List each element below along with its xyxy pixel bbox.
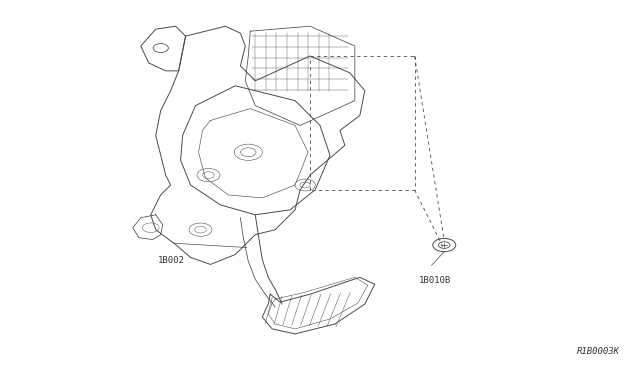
Text: 1B010B: 1B010B <box>419 276 451 285</box>
Text: 1B002: 1B002 <box>157 256 184 265</box>
Text: R1B0003K: R1B0003K <box>577 347 620 356</box>
